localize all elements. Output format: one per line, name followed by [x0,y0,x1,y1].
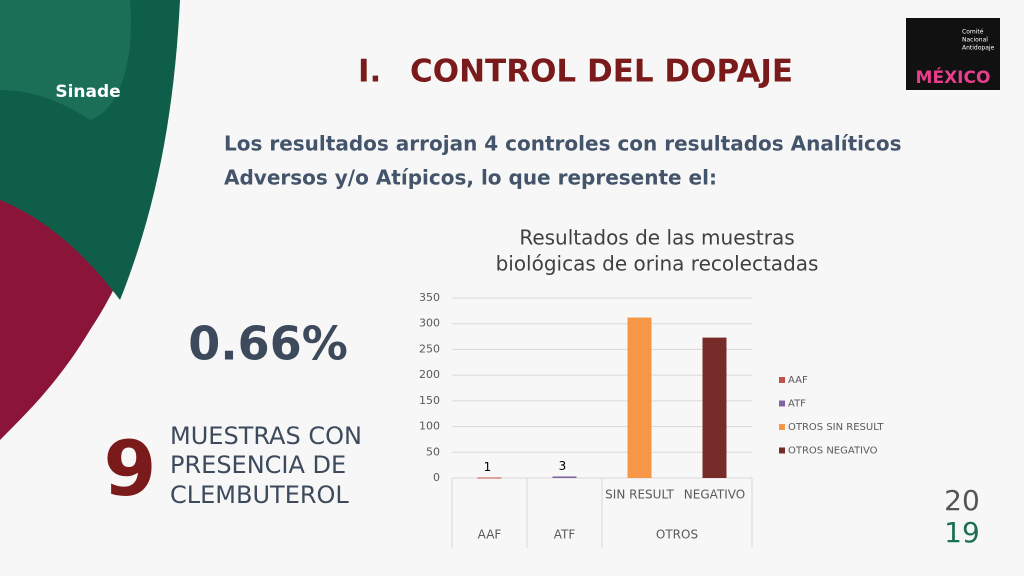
count-line: PRESENCIA DE [170,451,346,479]
logo-line: Comité [962,29,984,36]
bar [477,477,502,479]
legend-swatch [779,447,785,454]
legend-swatch [779,400,785,407]
logo-text: Sinade [55,82,120,102]
legend-label: OTROS SIN RESULT [788,422,884,433]
logo-word: MÉXICO [916,66,991,88]
body-line: Adversos y/o Atípicos, lo que represente… [224,166,717,190]
group-label: OTROS [656,528,698,542]
y-tick-label: 200 [419,368,440,381]
y-tick-label: 350 [419,291,440,304]
bar [552,476,577,478]
count: 9 [104,424,157,513]
x-tick-label: SIN RESULT [605,488,674,502]
count-line: CLEMBUTEROL [170,481,349,509]
y-tick-label: 100 [419,420,440,433]
y-tick-label: 300 [419,317,440,330]
title-number: I. [358,54,381,90]
legend-label: OTROS NEGATIVO [788,446,878,457]
legend-label: AAF [788,375,808,386]
y-tick-label: 250 [419,342,440,355]
data-label: 1 [484,460,492,474]
logo-box [906,18,1000,90]
bar [702,337,727,478]
legend-label: ATF [788,399,806,410]
body-line: Los resultados arrojan 4 controles con r… [224,132,901,156]
y-tick-label: 0 [433,471,440,484]
legend-swatch [779,377,785,383]
chart-title: Resultados de las muestras [519,226,794,250]
bar [627,317,652,478]
y-tick-label: 50 [426,445,440,458]
year-bottom: 19 [944,516,980,549]
group-label: ATF [554,528,576,542]
chart-title: biológicas de orina recolectadas [496,252,819,276]
group-label: AAF [478,528,502,542]
percent: 0.66% [188,317,348,371]
x-tick-label: NEGATIVO [684,488,745,502]
data-label: 3 [559,459,567,473]
count-line: MUESTRAS CON [170,422,362,450]
title: CONTROL DEL DOPAJE [410,54,793,90]
logo-line: Antidopaje [962,45,995,52]
logo-line: Nacional [962,37,988,44]
legend-swatch [779,424,785,430]
y-tick-label: 150 [419,394,440,407]
green-light [0,0,131,120]
year-top: 20 [944,484,980,517]
